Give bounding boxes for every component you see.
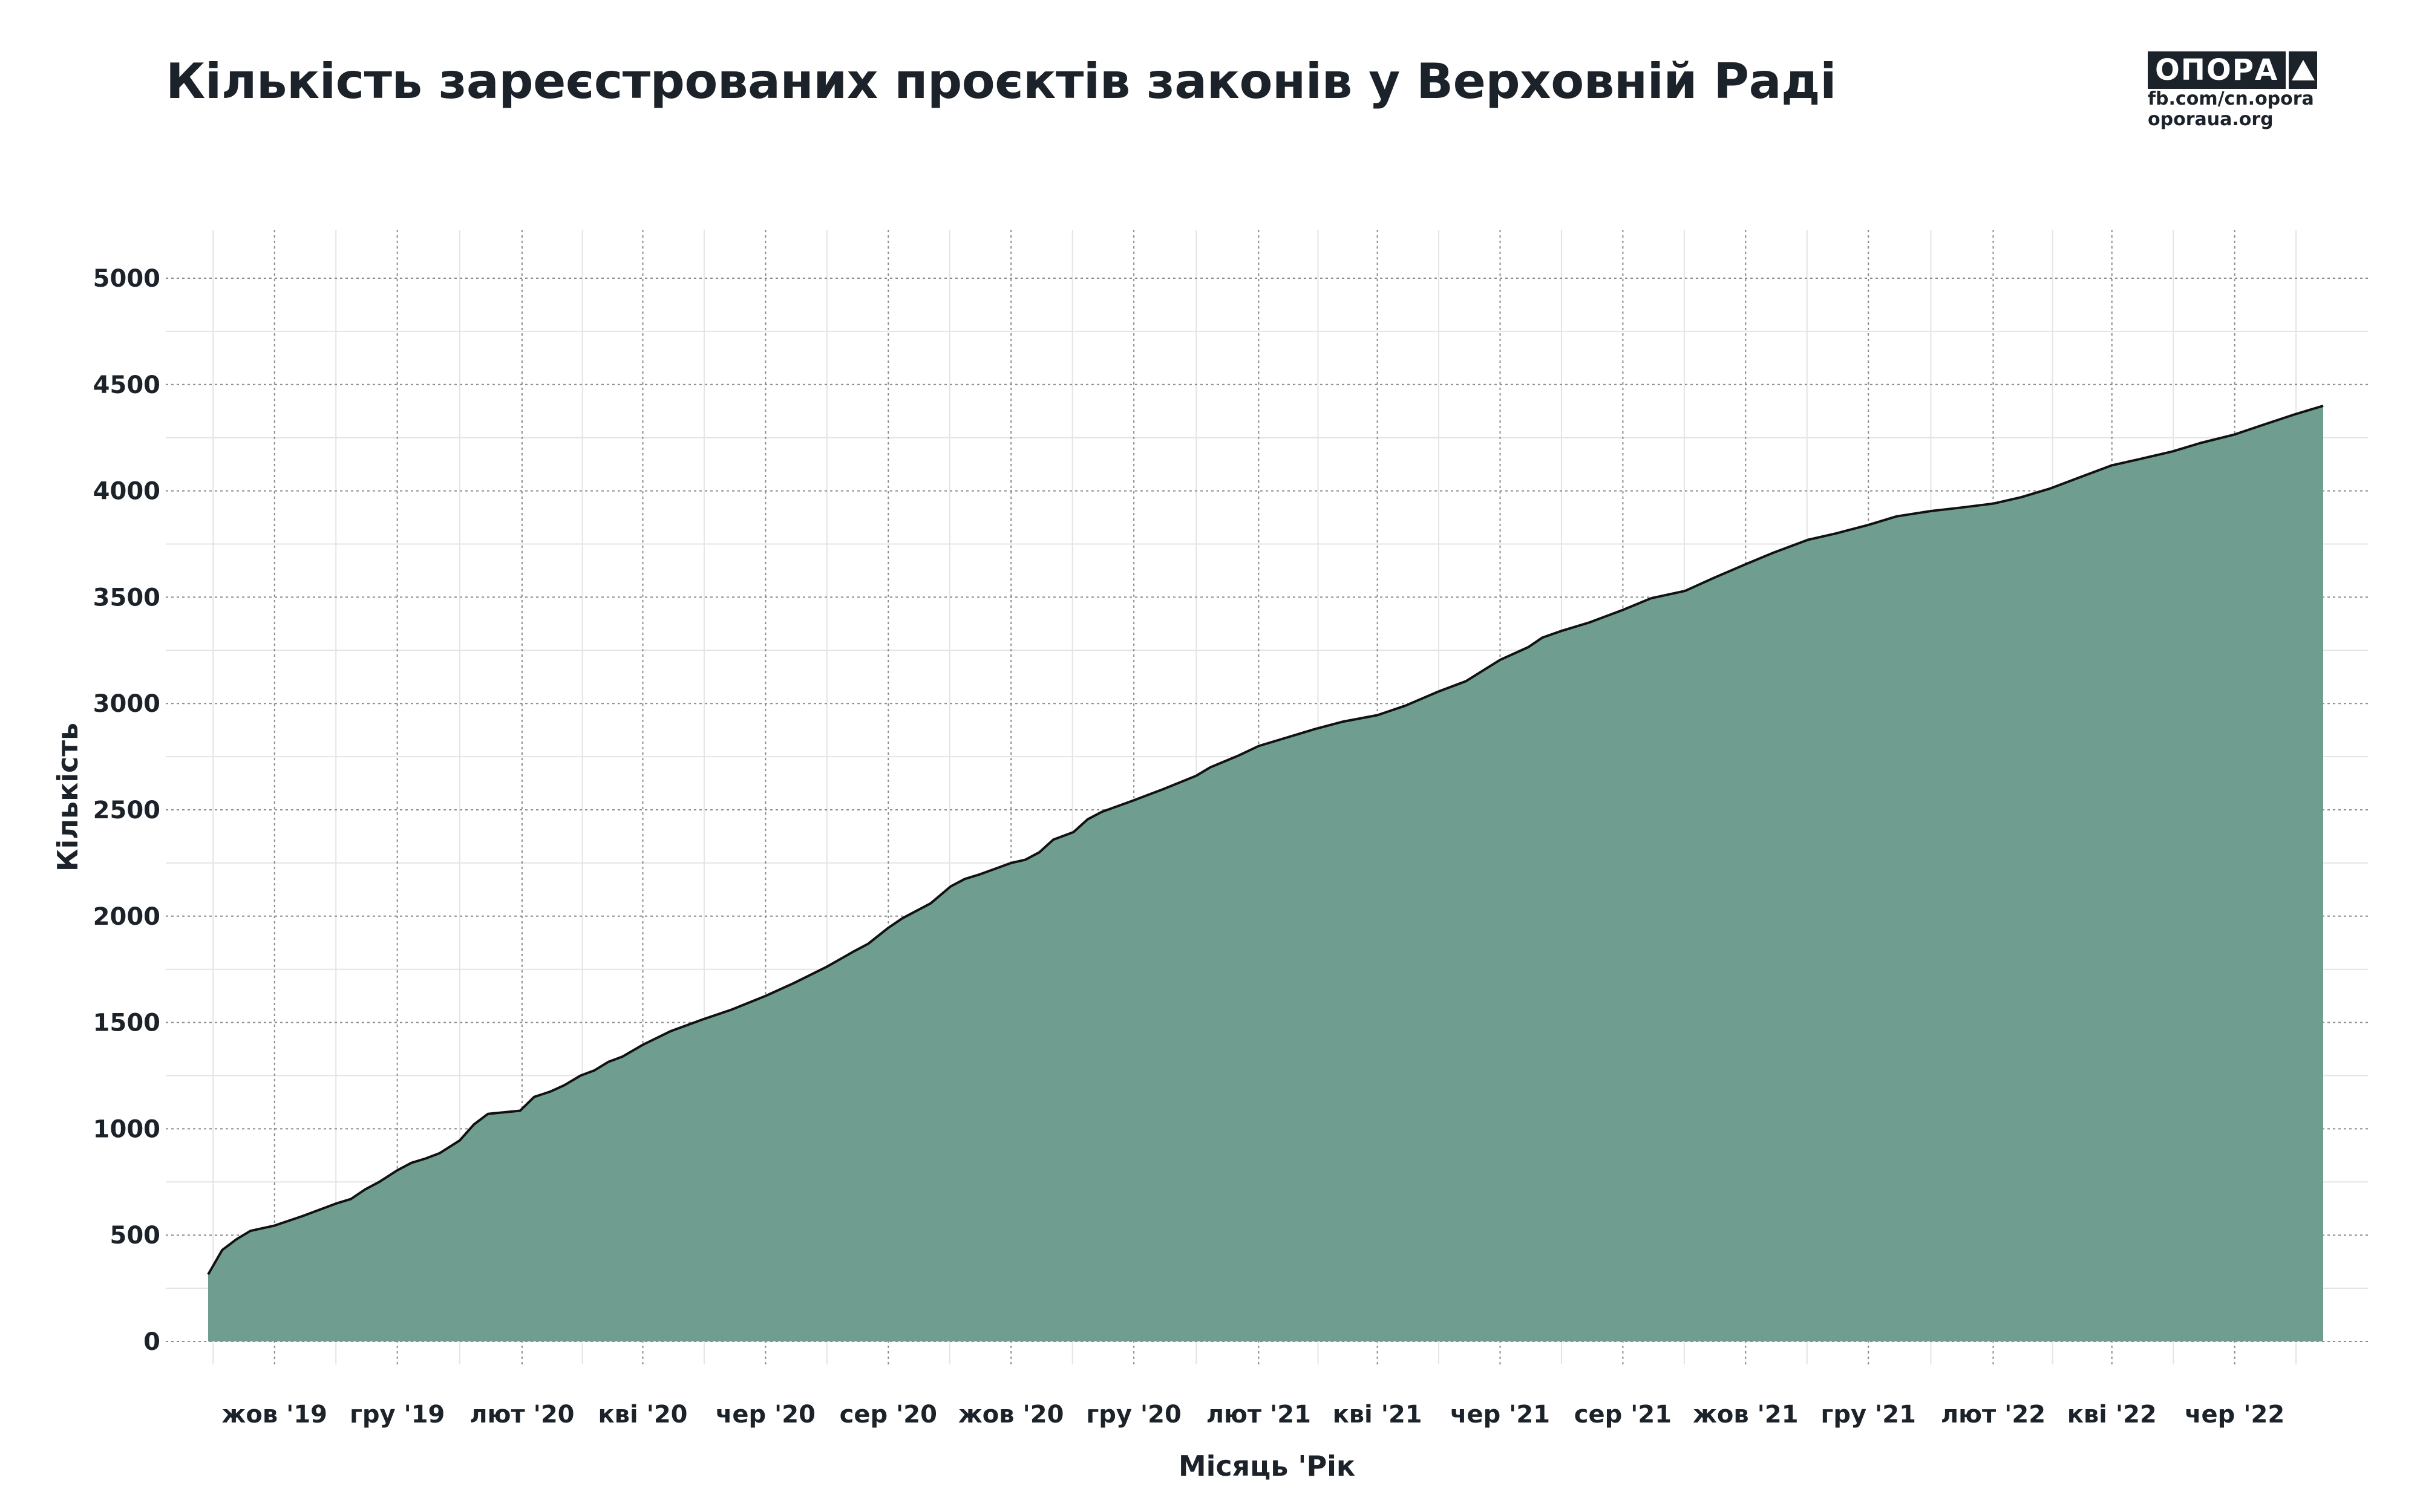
- y-tick-label: 4500: [93, 371, 160, 399]
- chart-title: Кількість зареєстрованих проєктів законі…: [166, 53, 1837, 109]
- x-tick-label: сер '20: [840, 1401, 937, 1429]
- area-fill: [208, 406, 2323, 1341]
- area-series: [207, 405, 2324, 1341]
- y-tick-label: 1500: [93, 1009, 160, 1037]
- y-tick-label: 1000: [93, 1115, 160, 1143]
- x-tick-label: лют '20: [469, 1401, 574, 1429]
- y-tick-label: 5000: [93, 265, 160, 293]
- y-tick-label: 3000: [93, 690, 160, 718]
- x-tick-label: кві '22: [2067, 1401, 2157, 1429]
- x-tick-label: лют '21: [1206, 1401, 1311, 1429]
- x-axis-ticks: жов '19 гру '19 лют '20 кві '20 чер '20 сер '…: [222, 1401, 2285, 1429]
- opora-logo[interactable]: ОПОРА fb.com/cn.opora oporaua.org: [2148, 51, 2317, 130]
- x-tick-label: гру '20: [1086, 1401, 1181, 1429]
- logo-name: ОПОРА: [2148, 51, 2286, 89]
- y-tick-label: 2500: [93, 797, 160, 824]
- x-tick-label: лют '22: [1941, 1401, 2046, 1429]
- x-tick-label: чер '21: [1450, 1401, 1550, 1429]
- x-tick-label: гру '19: [350, 1401, 445, 1429]
- logo-website-link[interactable]: oporaua.org: [2148, 109, 2274, 130]
- x-tick-label: кві '20: [598, 1401, 687, 1429]
- y-tick-label: 0: [143, 1328, 160, 1356]
- x-tick-label: жов '19: [222, 1401, 327, 1429]
- y-tick-label: 500: [110, 1222, 161, 1250]
- x-tick-label: гру '21: [1821, 1401, 1916, 1429]
- y-tick-label: 2000: [93, 903, 160, 931]
- triangle-icon: [2289, 51, 2317, 89]
- y-axis-ticks: 0 500 1000 1500 2000 2500 3000 3500 4000 4500 5000: [93, 265, 160, 1356]
- x-tick-label: кві '21: [1333, 1401, 1422, 1429]
- logo-facebook-link[interactable]: fb.com/cn.opora: [2148, 88, 2314, 109]
- y-tick-label: 4000: [93, 478, 160, 506]
- x-tick-label: жов '21: [1693, 1401, 1798, 1429]
- y-tick-label: 3500: [93, 584, 160, 611]
- x-tick-label: жов '20: [958, 1401, 1064, 1429]
- x-axis-title: Місяць 'Рік: [1179, 1450, 1355, 1482]
- x-tick-label: чер '22: [2185, 1401, 2284, 1429]
- x-tick-label: сер '21: [1574, 1401, 1672, 1429]
- y-axis-title: Кількість: [51, 723, 84, 872]
- logo-badge: ОПОРА: [2148, 51, 2317, 89]
- x-tick-label: чер '20: [716, 1401, 816, 1429]
